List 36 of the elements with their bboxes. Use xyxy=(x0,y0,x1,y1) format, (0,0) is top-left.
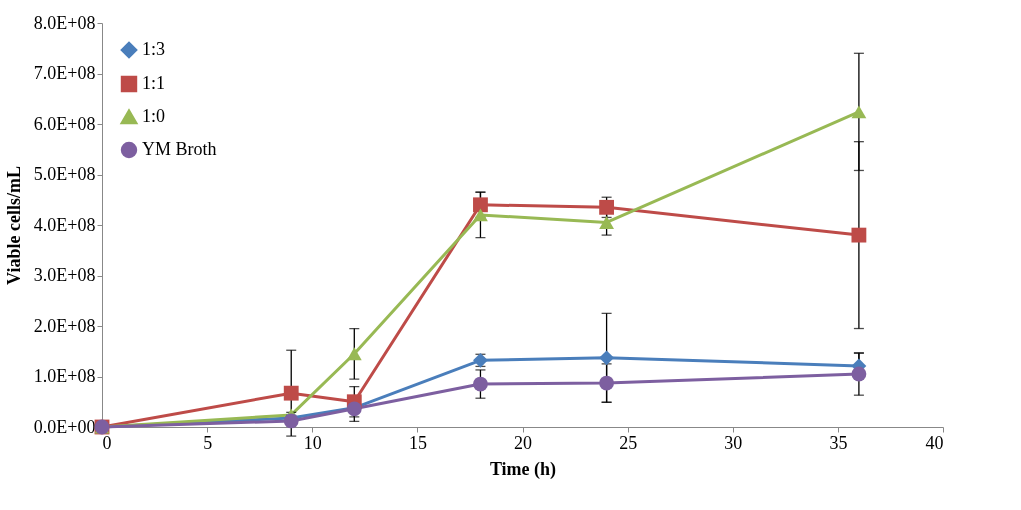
point xyxy=(851,105,867,119)
x-tick-label: 15 xyxy=(408,432,427,453)
point xyxy=(599,375,615,391)
point xyxy=(851,227,867,243)
legend-label: YM Broth xyxy=(142,139,217,159)
y-tick-label: 1.0E+08 xyxy=(33,366,96,386)
point xyxy=(283,385,299,401)
x-tick-label: 40 xyxy=(925,432,944,453)
x-tick-label: 0 xyxy=(102,432,112,453)
x-tick-label: 35 xyxy=(829,432,848,453)
y-tick-label: 8.0E+08 xyxy=(33,12,96,33)
point xyxy=(599,350,615,366)
point xyxy=(599,199,615,215)
point xyxy=(473,197,488,213)
point xyxy=(599,216,615,229)
point xyxy=(473,376,488,392)
point xyxy=(473,208,488,222)
x-tick-label: 30 xyxy=(724,432,743,453)
legend-label: 1:1 xyxy=(142,73,166,93)
x-tick-label: 25 xyxy=(619,432,638,453)
y-tick-label: 6.0E+08 xyxy=(33,113,96,134)
y-axis-title: Viable cells/mL xyxy=(3,166,24,285)
x-tick-label: 10 xyxy=(303,432,322,453)
x-tick-label: 20 xyxy=(514,432,532,453)
y-tick-label: 4.0E+08 xyxy=(33,214,96,235)
y-tick-label: 0.0E+00 xyxy=(33,416,96,437)
y-tick-label: 7.0E+08 xyxy=(33,63,96,83)
point xyxy=(346,347,362,361)
y-tick-label: 3.0E+08 xyxy=(33,265,96,285)
x-tick-label: 5 xyxy=(203,432,213,453)
legend-label: 1:0 xyxy=(142,106,166,126)
y-tick-label: 2.0E+08 xyxy=(33,315,96,336)
legend-label: 1:3 xyxy=(142,39,166,59)
x-axis-title: Time (h) xyxy=(489,458,557,480)
point xyxy=(851,366,867,382)
y-tick-label: 5.0E+08 xyxy=(33,164,96,184)
